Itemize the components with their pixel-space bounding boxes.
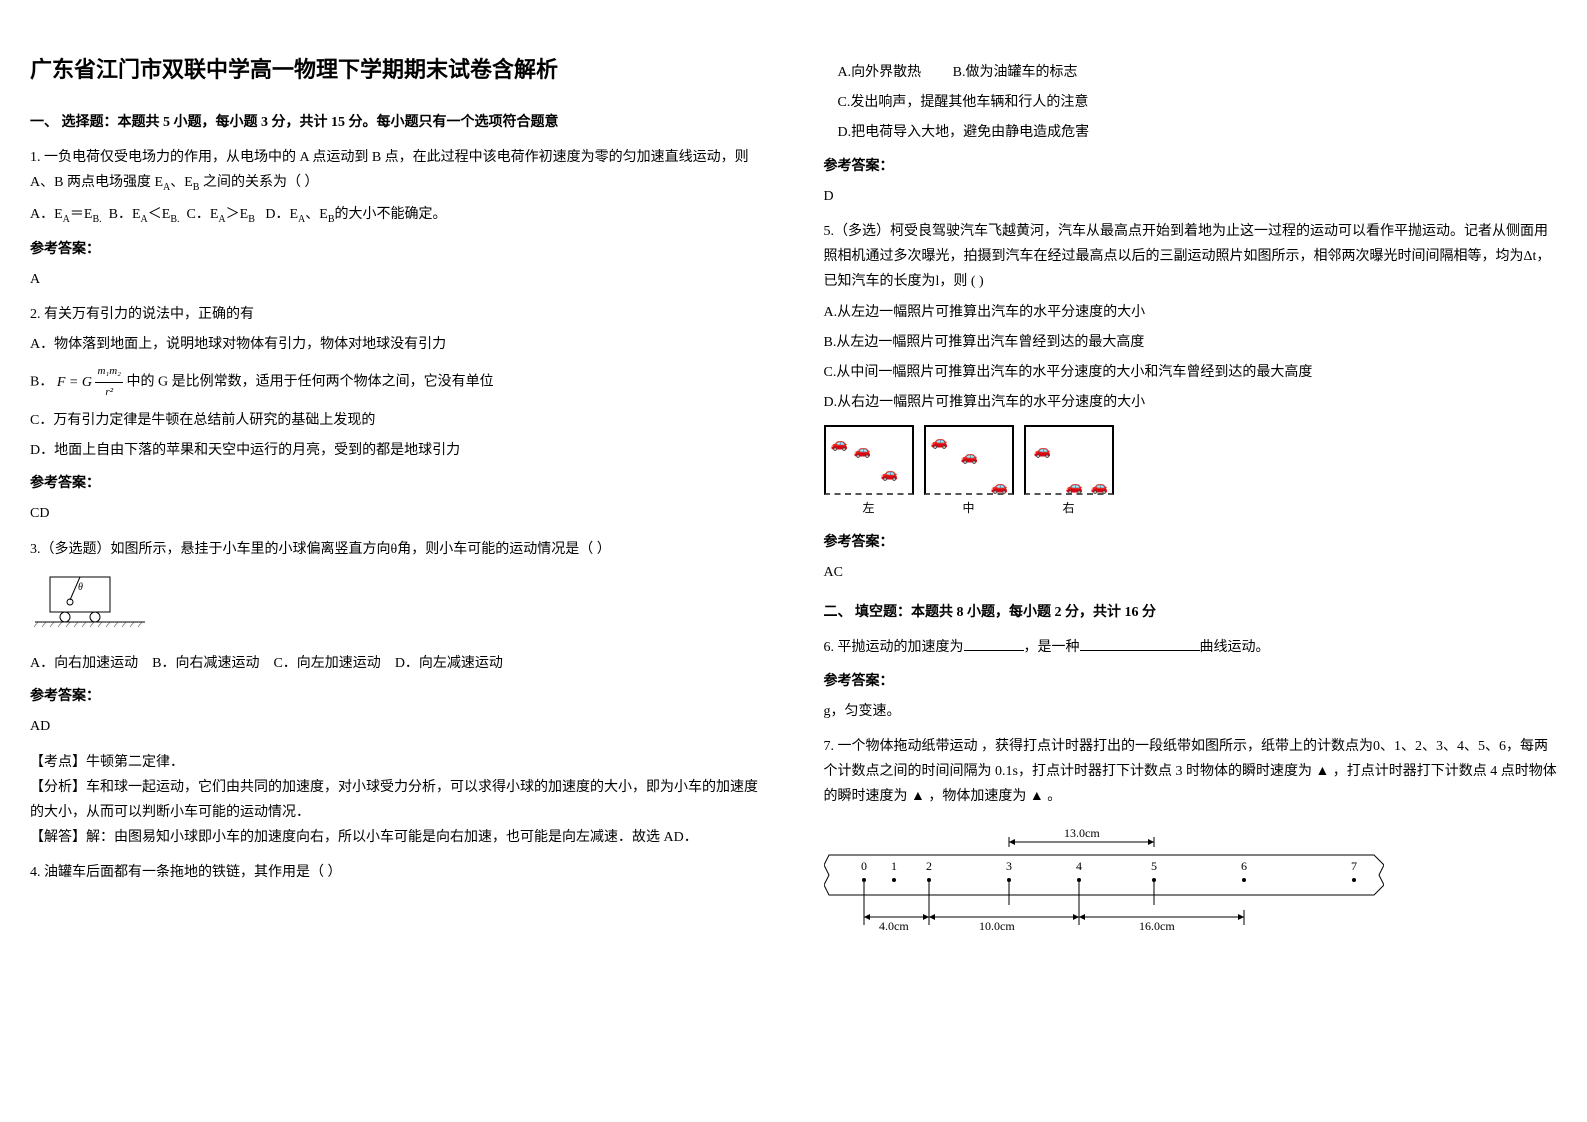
question-5: 5.（多选）柯受良驾驶汽车飞越黄河，汽车从最高点开始到着地为止这一过程的运动可以… <box>824 219 1558 585</box>
car-icon: 🚗 <box>854 439 871 464</box>
car-icon: 🚗 <box>1091 475 1108 500</box>
question-4-options: A.向外界散热 B.做为油罐车的标志 C.发出响声，提醒其他车辆和行人的注意 D… <box>824 60 1558 209</box>
q5-optD: D.从右边一幅照片可推算出汽车的水平分速度的大小 <box>824 390 1558 415</box>
q6-text: 6. 平抛运动的加速度为，是一种曲线运动。 <box>824 635 1558 660</box>
svg-text:1: 1 <box>891 859 897 873</box>
svg-text:2: 2 <box>926 859 932 873</box>
q4-text: 4. 油罐车后面都有一条拖地的铁链，其作用是（ ） <box>30 860 764 885</box>
svg-text:3: 3 <box>1006 859 1012 873</box>
q2-optD: D．地面上自由下落的苹果和天空中运行的月亮，受到的都是地球引力 <box>30 438 764 463</box>
q4-optA: A.向外界散热 <box>838 65 922 80</box>
q5-answer-label: 参考答案： <box>824 530 1558 555</box>
svg-text:6: 6 <box>1241 859 1247 873</box>
photo-mid: 🚗 🚗 🚗 <box>924 425 1014 495</box>
question-2: 2. 有关万有引力的说法中，正确的有 A．物体落到地面上，说明地球对物体有引力，… <box>30 302 764 527</box>
q3-answer-label: 参考答案： <box>30 684 764 709</box>
q4-answer-label: 参考答案： <box>824 154 1558 179</box>
q1-answer-label: 参考答案： <box>30 237 764 262</box>
left-column: 广东省江门市双联中学高一物理下学期期末试卷含解析 一、 选择题：本题共 5 小题… <box>30 50 764 959</box>
car-icon: 🚗 <box>991 475 1008 500</box>
dim-4: 4.0cm <box>879 919 909 933</box>
question-3: 3.（多选题）如图所示，悬挂于小车里的小球偏离竖直方向θ角，则小车可能的运动情况… <box>30 537 764 851</box>
q4-optC: C.发出响声，提醒其他车辆和行人的注意 <box>838 90 1558 115</box>
car-icon: 🚗 <box>1066 475 1083 500</box>
q7-tape-diagram: 13.0cm 0 1 2 3 4 5 <box>824 825 1558 944</box>
q7-text: 7. 一个物体拖动纸带运动 ，获得打点计时器打出的一段纸带如图所示，纸带上的计数… <box>824 734 1558 810</box>
svg-text:5: 5 <box>1151 859 1157 873</box>
q2-text: 2. 有关万有引力的说法中，正确的有 <box>30 302 764 327</box>
q3-analysis-1: 【考点】牛顿第二定律． <box>30 750 764 775</box>
q6-answer: g，匀变速。 <box>824 699 1558 724</box>
q3-answer: AD <box>30 714 764 739</box>
q1-options: A．EA＝EB. B．EA＜EB. C．EA＞EB D．EA、EB的大小不能确定… <box>30 202 764 229</box>
dim-10: 10.0cm <box>979 919 1015 933</box>
q1-answer: A <box>30 267 764 292</box>
q6-answer-label: 参考答案： <box>824 669 1558 694</box>
photo-left: 🚗 🚗 🚗 <box>824 425 914 495</box>
photo-right: 🚗 🚗 🚗 <box>1024 425 1114 495</box>
q3-options: A．向右加速运动 B．向右减速运动 C．向左加速运动 D．向左减速运动 <box>30 651 764 676</box>
car-icon: 🚗 <box>881 462 898 487</box>
document-title: 广东省江门市双联中学高一物理下学期期末试卷含解析 <box>30 50 764 90</box>
section-1-header: 一、 选择题：本题共 5 小题，每小题 3 分，共计 15 分。每小题只有一个选… <box>30 110 764 135</box>
q2-answer: CD <box>30 501 764 526</box>
q3-analysis-3: 【解答】解：由图易知小球即小车的加速度向右，所以小车可能是向右加速，也可能是向左… <box>30 825 764 850</box>
right-column: A.向外界散热 B.做为油罐车的标志 C.发出响声，提醒其他车辆和行人的注意 D… <box>824 50 1558 959</box>
dim-16: 16.0cm <box>1139 919 1175 933</box>
svg-text:0: 0 <box>861 859 867 873</box>
q4-answer: D <box>824 184 1558 209</box>
svg-text:θ: θ <box>78 582 83 593</box>
car-icon: 🚗 <box>831 432 848 457</box>
car-icon: 🚗 <box>1034 439 1051 464</box>
q4-optD: D.把电荷导入大地，避免由静电造成危害 <box>838 120 1558 145</box>
q2-optC: C．万有引力定律是牛顿在总结前人研究的基础上发现的 <box>30 408 764 433</box>
q5-optB: B.从左边一幅照片可推算出汽车曾经到达的最大高度 <box>824 330 1558 355</box>
blank <box>964 637 1024 651</box>
blank <box>1080 637 1200 651</box>
q5-optA: A.从左边一幅照片可推算出汽车的水平分速度的大小 <box>824 300 1558 325</box>
q3-diagram: θ <box>30 572 150 641</box>
question-7: 7. 一个物体拖动纸带运动 ，获得打点计时器打出的一段纸带如图所示，纸带上的计数… <box>824 734 1558 944</box>
section-2-header: 二、 填空题：本题共 8 小题，每小题 2 分，共计 16 分 <box>824 600 1558 625</box>
q3-analysis-2: 【分析】车和球一起运动，它们由共同的加速度，对小球受力分析，可以求得小球的加速度… <box>30 775 764 825</box>
question-4-text: 4. 油罐车后面都有一条拖地的铁链，其作用是（ ） <box>30 860 764 885</box>
car-icon: 🚗 <box>931 430 948 455</box>
q1-text: 1. 一负电荷仅受电场力的作用，从电场中的 A 点运动到 B 点，在此过程中该电… <box>30 145 764 197</box>
svg-text:7: 7 <box>1351 859 1357 873</box>
svg-text:4: 4 <box>1076 859 1082 873</box>
q2-optB: B． F = G m₁m₂ r² 中的 G 是比例常数，适用于任何两个物体之间，… <box>30 362 764 403</box>
q5-photos-diagram: 🚗 🚗 🚗 左 🚗 🚗 🚗 中 🚗 <box>824 425 1558 520</box>
q2-answer-label: 参考答案： <box>30 471 764 496</box>
q5-answer: AC <box>824 560 1558 585</box>
question-1: 1. 一负电荷仅受电场力的作用，从电场中的 A 点运动到 B 点，在此过程中该电… <box>30 145 764 292</box>
q5-optC: C.从中间一幅照片可推算出汽车的水平分速度的大小和汽车曾经到达的最大高度 <box>824 360 1558 385</box>
dim-13: 13.0cm <box>1064 826 1100 840</box>
q2-optA: A．物体落到地面上，说明地球对物体有引力，物体对地球没有引力 <box>30 332 764 357</box>
q4-optB: B.做为油罐车的标志 <box>953 65 1078 80</box>
q5-text: 5.（多选）柯受良驾驶汽车飞越黄河，汽车从最高点开始到着地为止这一过程的运动可以… <box>824 219 1558 295</box>
car-icon: 🚗 <box>961 445 978 470</box>
q3-text: 3.（多选题）如图所示，悬挂于小车里的小球偏离竖直方向θ角，则小车可能的运动情况… <box>30 537 764 562</box>
question-6: 6. 平抛运动的加速度为，是一种曲线运动。 参考答案： g，匀变速。 <box>824 635 1558 724</box>
